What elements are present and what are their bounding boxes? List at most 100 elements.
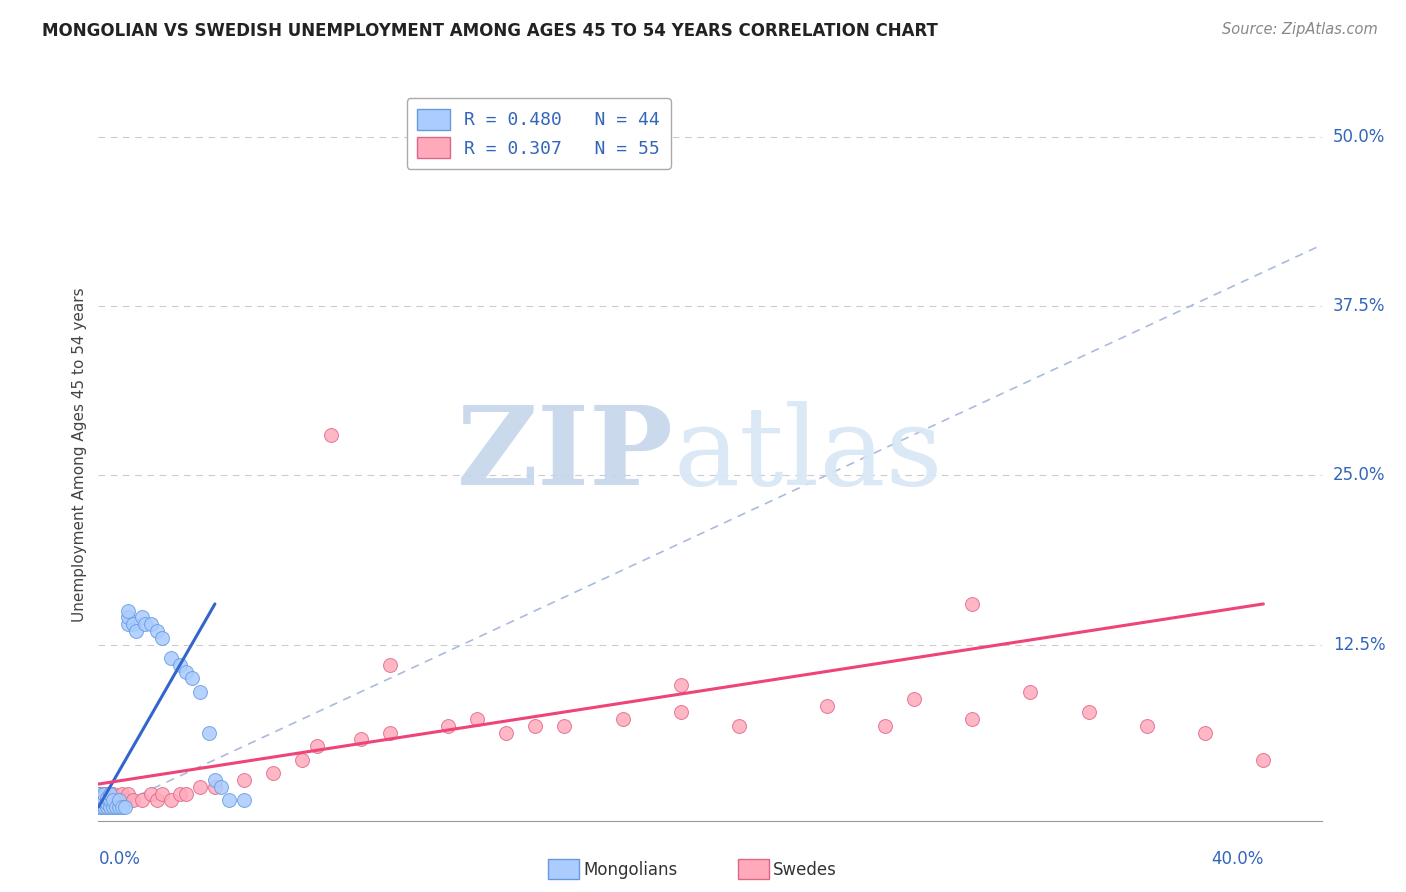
Point bbox=[174, 787, 197, 801]
Point bbox=[114, 793, 136, 807]
Point bbox=[117, 604, 139, 618]
Point bbox=[101, 800, 124, 814]
Point bbox=[437, 719, 460, 733]
Point bbox=[131, 793, 153, 807]
Point bbox=[204, 780, 226, 794]
Point bbox=[93, 793, 115, 807]
Point bbox=[145, 624, 167, 638]
Point bbox=[111, 800, 134, 814]
Point bbox=[101, 787, 124, 801]
Text: 37.5%: 37.5% bbox=[1333, 297, 1385, 315]
Point bbox=[96, 793, 118, 807]
Point bbox=[209, 780, 232, 794]
Text: Swedes: Swedes bbox=[773, 861, 837, 879]
Text: 12.5%: 12.5% bbox=[1333, 636, 1385, 654]
Point bbox=[1019, 685, 1042, 699]
Point bbox=[93, 787, 115, 801]
Point bbox=[1077, 706, 1099, 720]
Point bbox=[728, 719, 751, 733]
Point bbox=[90, 796, 112, 810]
Point bbox=[612, 712, 634, 726]
Point bbox=[873, 719, 896, 733]
Point bbox=[960, 712, 983, 726]
Point bbox=[117, 787, 139, 801]
Point bbox=[188, 780, 212, 794]
Point bbox=[145, 793, 167, 807]
Point bbox=[90, 787, 112, 801]
Point bbox=[169, 787, 191, 801]
Text: Source: ZipAtlas.com: Source: ZipAtlas.com bbox=[1222, 22, 1378, 37]
Text: 0.0%: 0.0% bbox=[98, 850, 141, 869]
Text: 50.0%: 50.0% bbox=[1333, 128, 1385, 145]
Point bbox=[233, 793, 256, 807]
Point bbox=[131, 610, 153, 624]
Point bbox=[93, 793, 115, 807]
Point bbox=[495, 725, 517, 739]
Point bbox=[104, 793, 127, 807]
Point bbox=[96, 800, 118, 814]
Text: atlas: atlas bbox=[673, 401, 943, 508]
Point bbox=[90, 793, 112, 807]
Point bbox=[87, 800, 110, 814]
Point bbox=[1253, 753, 1275, 767]
Point bbox=[96, 787, 118, 801]
Point bbox=[204, 772, 226, 787]
Point bbox=[305, 739, 328, 753]
Point bbox=[669, 706, 692, 720]
Point bbox=[108, 793, 131, 807]
Text: 25.0%: 25.0% bbox=[1333, 467, 1385, 484]
Point bbox=[139, 787, 162, 801]
Point bbox=[101, 793, 124, 807]
Point bbox=[1136, 719, 1159, 733]
Point bbox=[111, 787, 134, 801]
Point bbox=[114, 800, 136, 814]
Text: ZIP: ZIP bbox=[457, 401, 673, 508]
Point bbox=[108, 793, 131, 807]
Point bbox=[93, 800, 115, 814]
Point bbox=[134, 617, 156, 632]
Point bbox=[87, 790, 110, 805]
Point bbox=[101, 793, 124, 807]
Point bbox=[218, 793, 240, 807]
Point bbox=[378, 725, 401, 739]
Point bbox=[117, 610, 139, 624]
Point bbox=[125, 624, 148, 638]
Point bbox=[291, 753, 314, 767]
Point bbox=[98, 787, 121, 801]
Point bbox=[87, 796, 110, 810]
Point bbox=[117, 617, 139, 632]
Point bbox=[524, 719, 547, 733]
Point bbox=[122, 617, 145, 632]
Point bbox=[180, 672, 202, 686]
Point bbox=[98, 793, 121, 807]
Y-axis label: Unemployment Among Ages 45 to 54 years: Unemployment Among Ages 45 to 54 years bbox=[72, 287, 87, 623]
Point bbox=[1194, 725, 1216, 739]
Point bbox=[87, 793, 110, 807]
Point bbox=[98, 793, 121, 807]
Point bbox=[90, 790, 112, 805]
Point bbox=[108, 800, 131, 814]
Point bbox=[111, 793, 134, 807]
Point bbox=[174, 665, 197, 679]
Point bbox=[98, 787, 121, 801]
Point bbox=[152, 631, 174, 645]
Text: Mongolians: Mongolians bbox=[583, 861, 678, 879]
Point bbox=[321, 427, 343, 442]
Point bbox=[93, 787, 115, 801]
Point bbox=[160, 793, 183, 807]
Point bbox=[139, 617, 162, 632]
Legend: R = 0.480   N = 44, R = 0.307   N = 55: R = 0.480 N = 44, R = 0.307 N = 55 bbox=[406, 98, 671, 169]
Point bbox=[262, 766, 284, 780]
Point bbox=[465, 712, 488, 726]
Point bbox=[87, 787, 110, 801]
Text: MONGOLIAN VS SWEDISH UNEMPLOYMENT AMONG AGES 45 TO 54 YEARS CORRELATION CHART: MONGOLIAN VS SWEDISH UNEMPLOYMENT AMONG … bbox=[42, 22, 938, 40]
Point bbox=[96, 796, 118, 810]
Point bbox=[669, 678, 692, 692]
Point bbox=[815, 698, 838, 713]
Point bbox=[903, 691, 925, 706]
Text: 40.0%: 40.0% bbox=[1211, 850, 1264, 869]
Point bbox=[96, 790, 118, 805]
Point bbox=[98, 800, 121, 814]
Point bbox=[160, 651, 183, 665]
Point bbox=[233, 772, 256, 787]
